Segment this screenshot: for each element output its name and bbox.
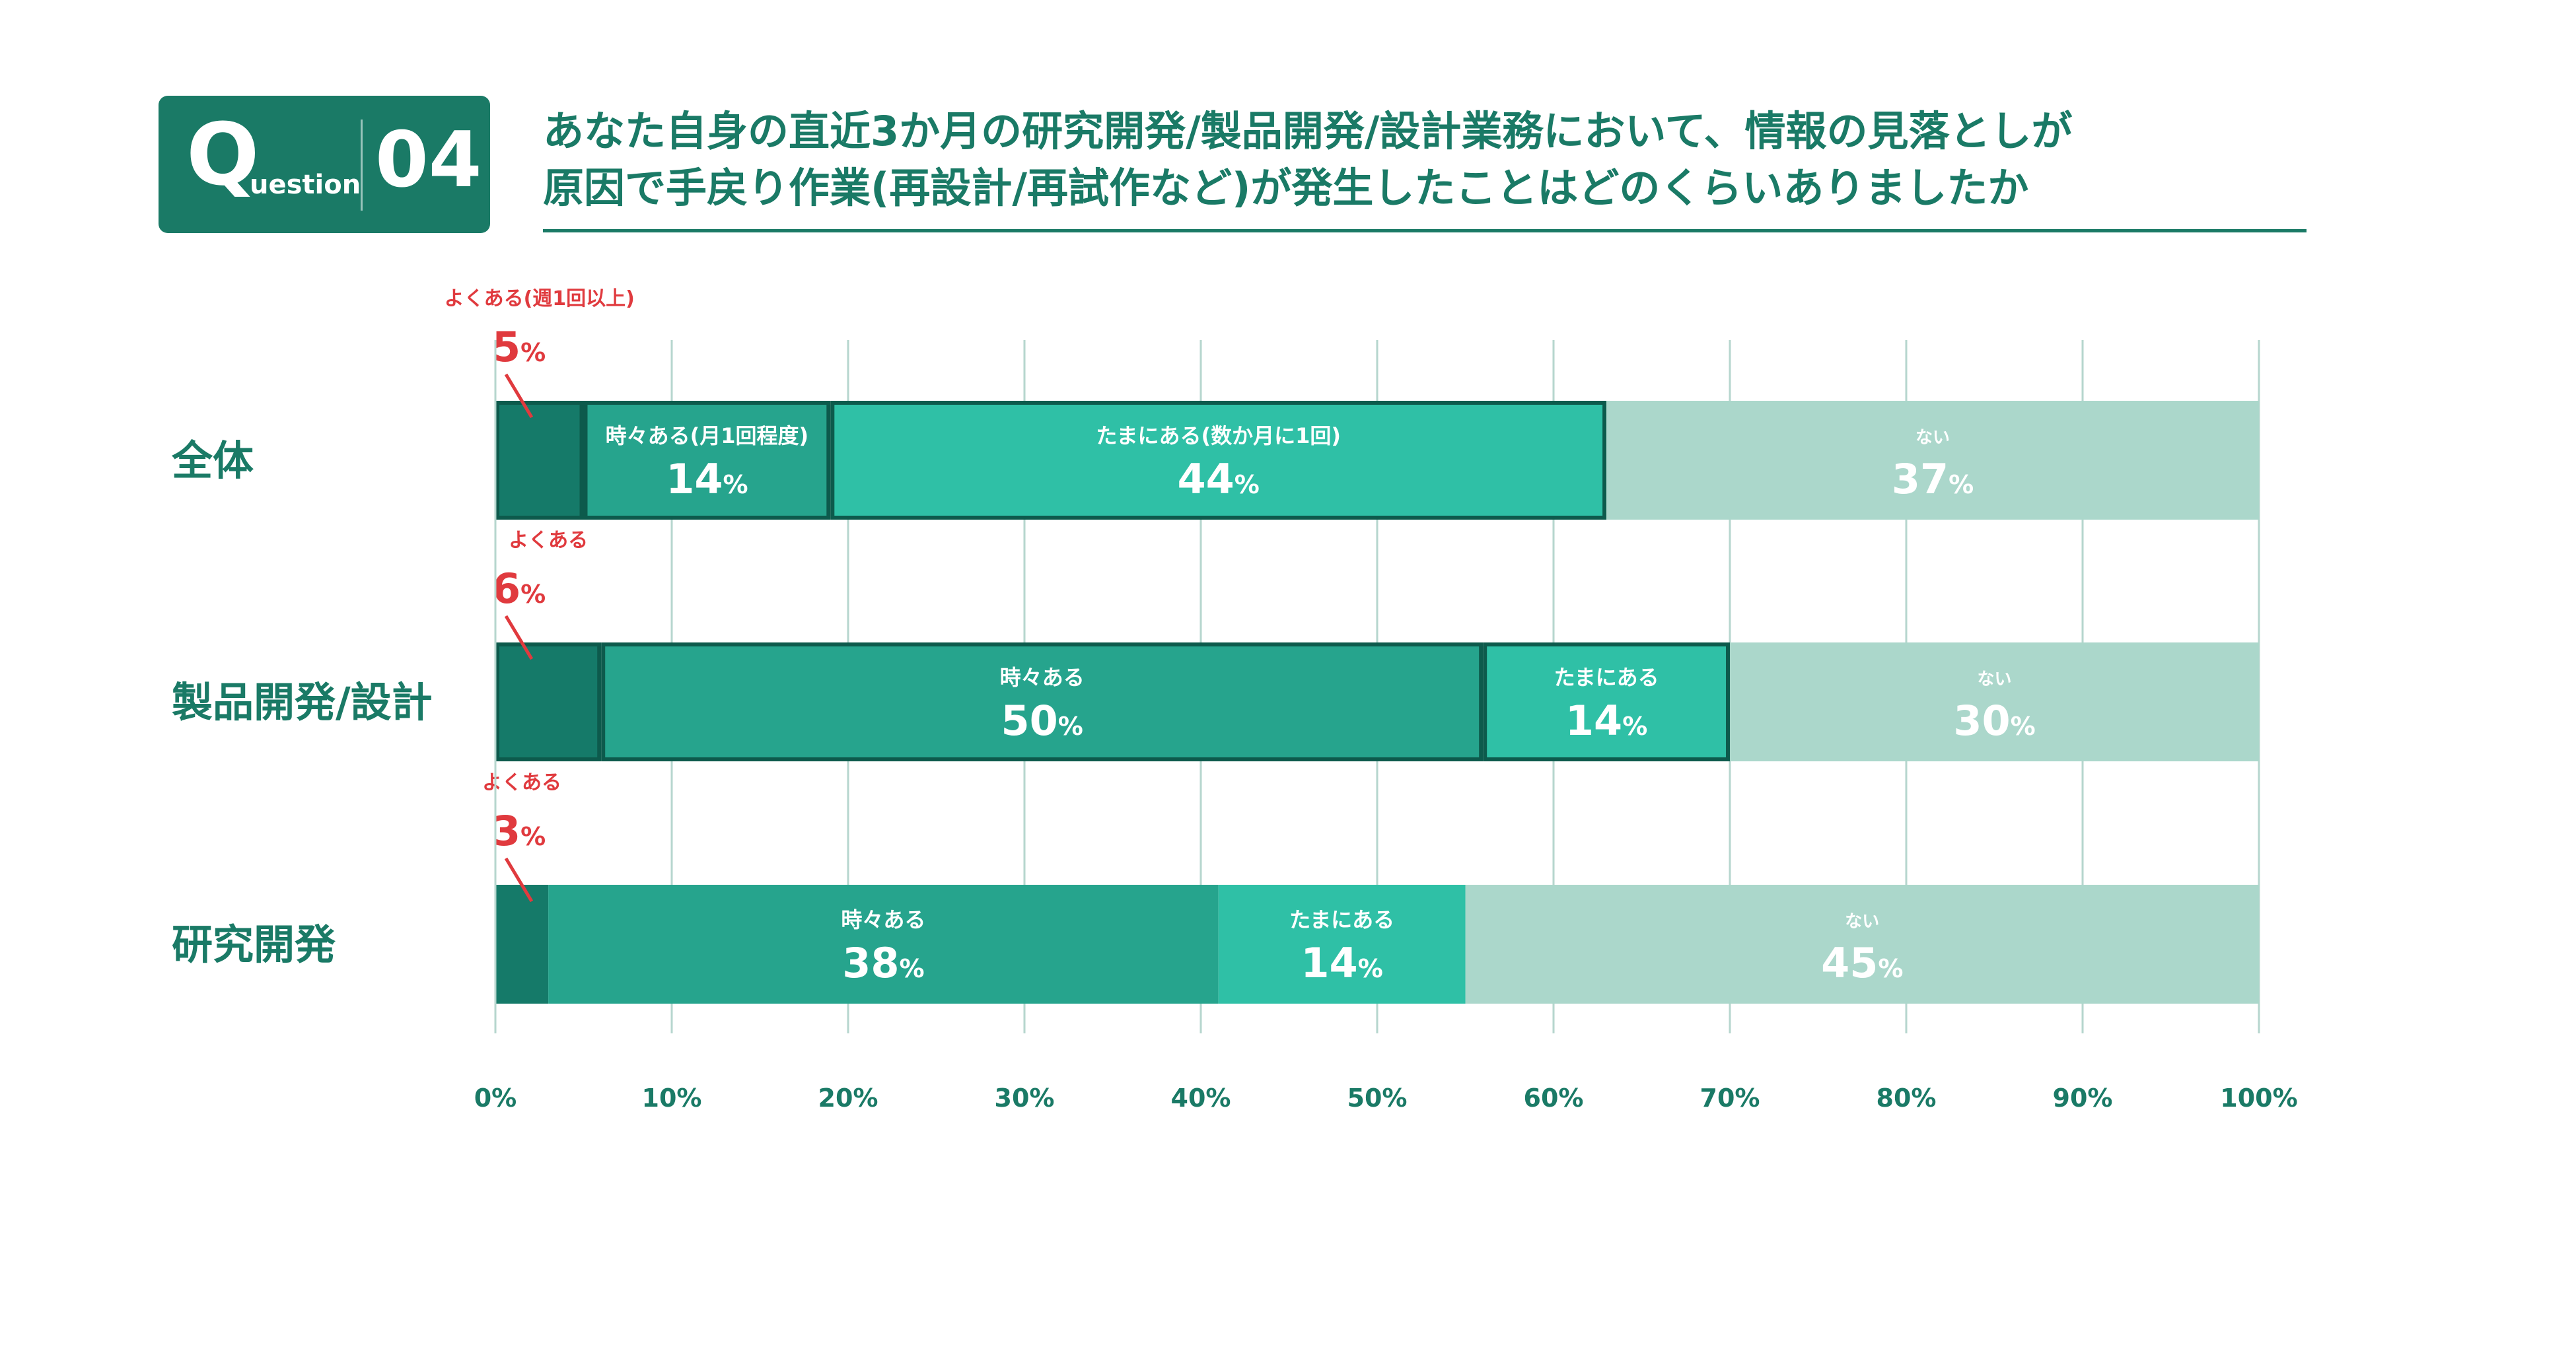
bar-segment-rarely [830, 401, 1607, 520]
data-label-value-rarely: 14% [1301, 939, 1382, 987]
bar-segment-sometimes [548, 885, 1219, 1004]
annotation-leader-line [504, 615, 534, 660]
badge-question-word: uestion [250, 170, 361, 200]
annotation-leader-line [504, 857, 534, 903]
data-label-name-often: よくある [509, 529, 588, 552]
bar-segment-sometimes [601, 642, 1484, 761]
data-label-value-sometimes: 38% [842, 939, 924, 987]
data-label-value-sometimes: 14% [666, 455, 748, 503]
badge-q-letter: Q [186, 104, 260, 205]
question-title-line-1: あなた自身の直近3か月の研究開発/製品開発/設計業務において、情報の見落としが [543, 107, 2073, 155]
annotation-leader-line [504, 373, 534, 419]
x-tick-label: 50% [1347, 1084, 1408, 1113]
category-label: 製品開発/設計 [172, 678, 433, 726]
x-tick-label: 90% [2053, 1084, 2113, 1113]
data-label-name-often: よくある(週1回以上) [445, 287, 635, 310]
data-label-value-rarely: 14% [1565, 697, 1647, 745]
data-label-name-rarely: たまにある [1289, 907, 1394, 932]
data-label-name-often: よくある [482, 771, 561, 794]
bar-segment-never [1465, 885, 2259, 1004]
data-label-value-often: 3% [492, 807, 546, 855]
data-label-name-sometimes: 時々ある [1000, 665, 1085, 690]
data-label-value-often: 5% [492, 323, 546, 371]
data-label-name-sometimes: 時々ある [841, 907, 925, 932]
data-label-value-sometimes: 50% [1001, 697, 1083, 745]
data-label-name-rarely: たまにある(数か月に1回) [1096, 423, 1341, 448]
bar-segment-never [1730, 642, 2259, 761]
x-tick-label: 100% [2220, 1084, 2297, 1113]
x-tick-label: 10% [642, 1084, 702, 1113]
bar-segment-never [1606, 401, 2259, 520]
data-label-value-never: 37% [1892, 455, 1974, 503]
data-label-name-never: ない [1915, 428, 1950, 448]
data-label-name-never: ない [1845, 912, 1879, 932]
category-label: 全体 [171, 436, 254, 485]
question-title: あなた自身の直近3か月の研究開発/製品開発/設計業務において、情報の見落としが … [543, 103, 2293, 217]
data-label-name-never: ない [1977, 670, 2011, 689]
x-tick-label: 80% [1877, 1084, 1937, 1113]
x-tick-label: 20% [818, 1084, 878, 1113]
x-tick-label: 70% [1700, 1084, 1760, 1113]
badge-question-number: 04 [375, 116, 482, 205]
bar-segment-often [495, 401, 584, 520]
data-label-name-rarely: たまにある [1554, 665, 1659, 690]
question-badge: Q uestion 04 [159, 96, 490, 233]
bar-segment-rarely [1218, 885, 1466, 1004]
data-label-value-often: 6% [492, 565, 546, 613]
bar-segment-often [495, 642, 602, 761]
bar-segment-often [495, 885, 549, 1004]
category-label: 研究開発 [172, 920, 336, 969]
data-label-value-never: 30% [1953, 697, 2035, 745]
x-tick-label: 60% [1524, 1084, 1584, 1113]
title-underline [543, 229, 2307, 232]
question-title-line-2: 原因で手戻り作業(再設計/再試作など)が発生したことはどのくらいありましたか [543, 164, 2029, 212]
data-label-value-rarely: 44% [1178, 455, 1260, 503]
badge-divider [361, 120, 363, 211]
bar-segment-rarely [1483, 642, 1730, 761]
bar-segment-sometimes [583, 401, 831, 520]
x-tick-label: 40% [1171, 1084, 1231, 1113]
x-tick-label: 0% [474, 1084, 517, 1113]
data-label-name-sometimes: 時々ある(月1回程度) [606, 423, 809, 448]
x-tick-label: 30% [995, 1084, 1055, 1113]
data-label-value-never: 45% [1821, 939, 1903, 987]
